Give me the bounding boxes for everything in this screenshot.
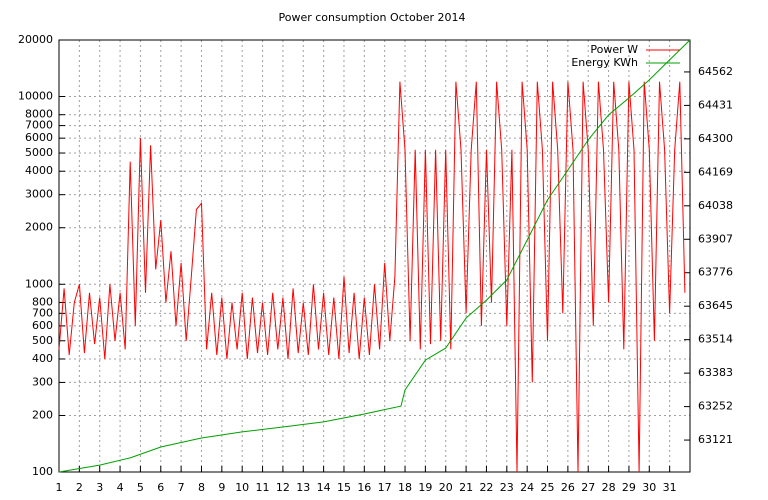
x-tick-label: 24 xyxy=(520,481,534,494)
x-tick-label: 25 xyxy=(541,481,555,494)
x-tick-label: 13 xyxy=(296,481,310,494)
x-tick-label: 15 xyxy=(337,481,351,494)
x-tick-label: 1 xyxy=(56,481,63,494)
x-tick-label: 30 xyxy=(642,481,656,494)
x-tick-label: 22 xyxy=(479,481,493,494)
y-tick-label: 600 xyxy=(32,319,53,332)
x-tick-label: 6 xyxy=(157,481,164,494)
legend-label: Power W xyxy=(590,43,638,56)
x-tick-label: 4 xyxy=(117,481,124,494)
x-tick-label: 9 xyxy=(218,481,225,494)
y-tick-label: 200 xyxy=(32,408,53,421)
legend-label: Energy KWh xyxy=(571,56,638,69)
y2-tick-label: 63776 xyxy=(698,266,733,279)
x-tick-label: 14 xyxy=(317,481,331,494)
y-tick-label: 100 xyxy=(32,465,53,478)
x-tick-label: 29 xyxy=(622,481,636,494)
y2-tick-label: 64038 xyxy=(698,199,733,212)
series-line xyxy=(58,81,686,473)
y2-tick-label: 64562 xyxy=(698,65,733,78)
x-tick-label: 26 xyxy=(561,481,575,494)
y-tick-label: 10000 xyxy=(18,90,53,103)
x-tick-label: 3 xyxy=(96,481,103,494)
y2-tick-label: 64300 xyxy=(698,132,733,145)
x-tick-label: 11 xyxy=(256,481,270,494)
y2-tick-label: 64169 xyxy=(698,165,733,178)
y2-tick-label: 63907 xyxy=(698,232,733,245)
y2-tick-label: 63252 xyxy=(698,400,733,413)
x-tick-label: 21 xyxy=(459,481,473,494)
x-tick-label: 27 xyxy=(581,481,595,494)
y-tick-label: 700 xyxy=(32,306,53,319)
x-tick-label: 8 xyxy=(198,481,205,494)
y2-tick-label: 63121 xyxy=(698,433,733,446)
x-tick-label: 5 xyxy=(137,481,144,494)
x-tick-label: 23 xyxy=(500,481,514,494)
y-tick-label: 6000 xyxy=(25,131,53,144)
y-tick-label: 800 xyxy=(32,295,53,308)
x-tick-label: 19 xyxy=(418,481,432,494)
x-tick-label: 20 xyxy=(439,481,453,494)
y2-tick-label: 63383 xyxy=(698,366,733,379)
x-tick-label: 7 xyxy=(178,481,185,494)
y-tick-label: 7000 xyxy=(25,119,53,132)
y2-tick-label: 64431 xyxy=(698,98,733,111)
x-tick-label: 17 xyxy=(378,481,392,494)
y-tick-label: 5000 xyxy=(25,146,53,159)
y2-tick-label: 63645 xyxy=(698,299,733,312)
x-tick-label: 12 xyxy=(276,481,290,494)
y-tick-label: 300 xyxy=(32,375,53,388)
y-tick-label: 400 xyxy=(32,352,53,365)
y-tick-label: 500 xyxy=(32,334,53,347)
y-tick-label: 3000 xyxy=(25,188,53,201)
x-tick-label: 10 xyxy=(235,481,249,494)
x-tick-label: 16 xyxy=(357,481,371,494)
y-tick-label: 1000 xyxy=(25,277,53,290)
y2-tick-label: 63514 xyxy=(698,333,733,346)
y-tick-label: 8000 xyxy=(25,108,53,121)
series-line xyxy=(58,39,691,473)
x-tick-label: 18 xyxy=(398,481,412,494)
y-tick-label: 2000 xyxy=(25,221,53,234)
y-tick-label: 4000 xyxy=(25,164,53,177)
plot-frame xyxy=(58,39,691,473)
x-tick-label: 2 xyxy=(76,481,83,494)
x-tick-label: 31 xyxy=(663,481,677,494)
x-tick-label: 28 xyxy=(602,481,616,494)
y-tick-label: 20000 xyxy=(18,33,53,46)
chart-title: Power consumption October 2014 xyxy=(279,11,466,24)
